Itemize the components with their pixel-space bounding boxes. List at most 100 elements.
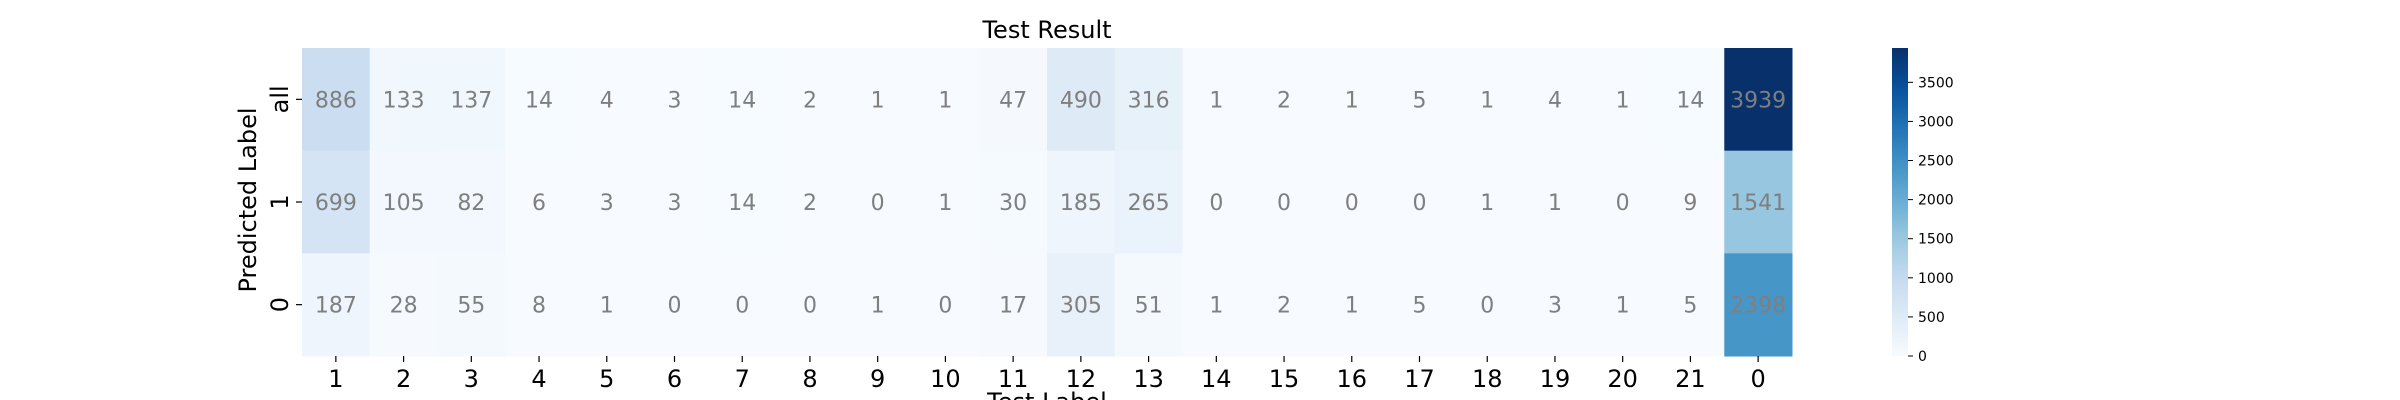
heatmap-cell [572,150,642,254]
cell-value-label: 2 [1277,88,1291,113]
heatmap-cell [572,253,642,357]
colorbar-tick-label: 1000 [1918,271,1954,287]
x-tick-label: 11 [998,365,1029,393]
cell-value-label: 14 [728,88,756,113]
heatmap-cell [437,48,506,152]
x-tick-label: 10 [930,365,961,393]
y-tick-label: all [266,85,294,113]
x-tick-label: 8 [802,365,817,393]
heatmap-cell [302,253,371,357]
x-tick-label: 4 [531,365,546,393]
heatmap-cell [1182,253,1251,357]
heatmap-cell [843,48,913,152]
heatmap-cell [1453,253,1522,357]
heatmap-cell [1047,253,1116,357]
cell-value-label: 0 [1480,294,1494,319]
x-tick-label: 16 [1336,365,1367,393]
cell-value-label: 1 [1209,88,1223,113]
heatmap-cell [1656,150,1725,254]
heatmap-cell [1250,253,1319,357]
heatmap-cell [1588,150,1658,254]
cell-value-label: 2 [803,88,817,113]
heatmap-cell [776,150,845,254]
heatmap-cell [1250,150,1319,254]
x-tick-label: 2 [396,365,411,393]
heatmap-cell [708,150,777,254]
heatmap-cell [1453,48,1522,152]
cell-value-label: 55 [457,294,485,319]
heatmap-cell [1317,48,1387,152]
x-tick-label: 17 [1404,365,1435,393]
colorbar-tick-label: 3500 [1918,75,1954,91]
cell-value-label: 1 [871,294,885,319]
x-tick-label: 1 [328,365,343,393]
x-tick-label: 0 [1750,365,1765,393]
heatmap-cell [572,48,642,152]
heatmap-cell [843,253,913,357]
heatmap-cell [776,253,845,357]
x-axis-ticks: 1 2 3 4 5 6 7 8 9 10 11 12 13 14 15 16 17 18 19 20 21 0 [328,356,1766,393]
cell-value-label: 185 [1060,191,1102,216]
heatmap-cell [369,150,438,254]
heatmap-cell [1385,48,1454,152]
heatmap-cell [1385,253,1454,357]
heatmap-cell [843,150,913,254]
x-tick-label: 12 [1066,365,1097,393]
heatmap-cell [1656,253,1725,357]
colorbar-ticks: 0 500 1000 1500 2000 2500 3000 3500 [1908,75,1954,365]
cell-value-label: 1 [1548,191,1562,216]
heatmap-cell [1047,48,1116,152]
x-tick-label: 7 [735,365,750,393]
cell-value-label: 699 [315,191,357,216]
cell-value-label: 5 [1413,88,1427,113]
heatmap-cell [640,253,709,357]
cell-value-label: 28 [390,294,418,319]
heatmap-cell [911,48,980,152]
heatmap-cell [1724,253,1793,357]
heatmap-cells: 886 133 137 14 4 3 14 2 1 1 47 490 316 1 2 1 5 1 4 1 14 39396… [302,48,1793,357]
cell-value-label: 14 [525,88,553,113]
cell-value-label: 8 [532,294,546,319]
heatmap-cell [708,253,777,357]
cell-value-label: 1 [871,88,885,113]
heatmap-cell [302,150,371,254]
cell-value-label: 1 [600,294,614,319]
heatmap-cell [911,253,980,357]
heatmap-cell [1047,150,1116,254]
heatmap-cell [1588,253,1658,357]
cell-value-label: 1 [1480,88,1494,113]
cell-value-label: 5 [1413,294,1427,319]
cell-value-label: 2 [803,191,817,216]
colorbar-tick-label: 1500 [1918,232,1954,248]
heatmap-cell [437,150,506,254]
cell-value-label: 0 [871,191,885,216]
heatmap-cell [369,48,438,152]
cell-value-label: 4 [1548,88,1562,113]
cell-value-label: 17 [999,294,1027,319]
cell-value-label: 305 [1060,294,1102,319]
cell-value-label: 30 [999,191,1027,216]
y-tick-label: 0 [266,297,294,312]
x-tick-label: 14 [1201,365,1232,393]
x-tick-label: 18 [1472,365,1503,393]
heatmap-cell [1317,253,1387,357]
heatmap-cell [640,150,709,254]
cell-value-label: 3 [668,191,682,216]
y-tick-label: 1 [266,194,294,209]
cell-value-label: 0 [1209,191,1223,216]
cell-value-label: 51 [1135,294,1163,319]
x-tick-label: 21 [1675,365,1706,393]
cell-value-label: 1541 [1730,191,1786,216]
x-tick-label: 5 [599,365,614,393]
cell-value-label: 0 [1413,191,1427,216]
cell-value-label: 0 [668,294,682,319]
heatmap-cell [505,48,574,152]
heatmap-cell [1588,48,1658,152]
y-axis-ticks: all 1 0 [266,85,302,312]
cell-value-label: 1 [1345,294,1359,319]
cell-value-label: 2 [1277,294,1291,319]
cell-value-label: 886 [315,88,357,113]
cell-value-label: 316 [1128,88,1170,113]
cell-value-label: 0 [803,294,817,319]
